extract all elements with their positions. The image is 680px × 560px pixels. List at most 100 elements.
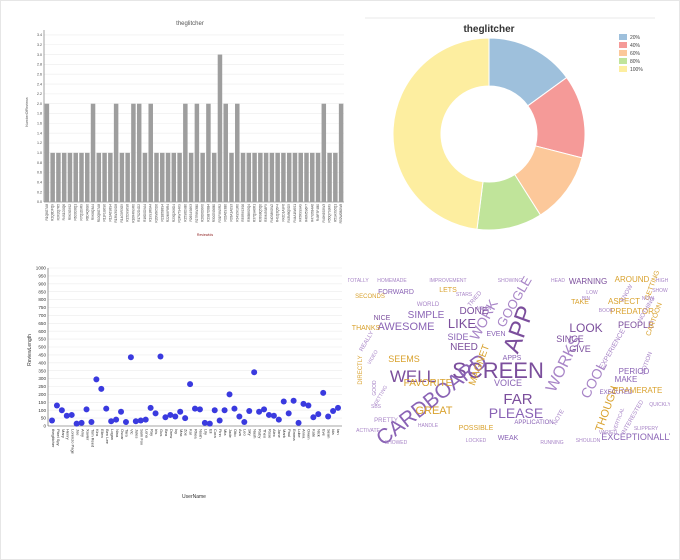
- word-cloud-word: EXECUTED: [600, 390, 633, 396]
- scatter-x-tick-label: Jules: [135, 429, 140, 438]
- scatter-y-tick-label: 850: [38, 289, 46, 294]
- word-cloud-word: POSSIBLE: [459, 425, 494, 432]
- scatter-point: [98, 385, 105, 392]
- scatter-x-tick-label: Ruby: [257, 429, 262, 438]
- word-cloud-word: HOMEMADE: [377, 278, 407, 284]
- bar-x-tick-label: R10Q8G7A8: [97, 204, 101, 222]
- scatter-y-tick-label: 800: [38, 297, 46, 302]
- scatter-x-tick-label: Ava: [238, 429, 243, 437]
- legend-label: 40%: [630, 43, 641, 49]
- bar: [119, 152, 125, 202]
- word-cloud-word: LIKE: [448, 316, 477, 331]
- bar-y-tick-label: 0.8: [37, 161, 42, 165]
- scatter-point: [330, 407, 337, 414]
- scatter-x-tick-label: Joe: [76, 429, 81, 436]
- bar-chart-y-label: NumberOfReviews: [25, 97, 29, 127]
- bar-y-tick-label: 2.8: [37, 63, 42, 67]
- word-cloud-word: SCREEN: [452, 358, 544, 383]
- bar-x-tick-label: R2Q8DFQ9: [51, 204, 55, 221]
- scatter-x-tick-label: Mark: [282, 429, 287, 438]
- scatter-x-tick-label: Ian: [336, 429, 341, 435]
- legend-swatch: [619, 34, 627, 40]
- scatter-point: [261, 406, 268, 413]
- bar: [183, 103, 188, 202]
- bar: [148, 103, 153, 202]
- word-cloud-word: WEAK: [498, 435, 519, 442]
- word-cloud-word: TAKE: [571, 299, 589, 306]
- scatter-point: [246, 407, 253, 414]
- scatter-x-tick-label: Nina: [115, 429, 120, 438]
- bar: [206, 103, 211, 202]
- bar: [310, 152, 315, 202]
- scatter-x-tick-label: Oscar: [120, 429, 125, 440]
- scatter-x-tick-label: Lily: [203, 429, 208, 435]
- bar-y-tick-label: 3.2: [37, 43, 42, 47]
- bar-x-tick-label: R32A6S3B0: [224, 204, 228, 222]
- scatter-x-tick-label: Pixel Spy: [56, 429, 61, 446]
- scatter-point: [216, 417, 223, 424]
- word-cloud-word: GREAT: [415, 405, 452, 417]
- scatter-x-tick-label: Bea: [164, 429, 169, 437]
- scatter-x-tick-label: Jane: [277, 429, 282, 438]
- bar: [263, 152, 269, 202]
- bar: [217, 54, 223, 203]
- word-cloud-word: QUICKLY: [649, 402, 670, 408]
- word-cloud-word: HIGH: [656, 278, 669, 284]
- scatter-point: [241, 419, 248, 426]
- scatter-point: [177, 408, 184, 415]
- bar: [154, 152, 159, 202]
- bar-y-tick-label: 2.2: [37, 92, 42, 96]
- bar: [102, 152, 107, 202]
- scatter-y-tick-label: 500: [38, 345, 46, 350]
- scatter-point: [265, 411, 272, 418]
- scatter-point: [290, 397, 297, 404]
- scatter-y-tick-label: 350: [38, 368, 46, 373]
- word-cloud-word: VOICE: [494, 378, 522, 388]
- bar-x-tick-label: R50Q7S9M9: [328, 204, 332, 223]
- bar: [108, 152, 113, 202]
- scatter-y-tick-label: 750: [38, 305, 46, 310]
- scatter-y-tick-label: 450: [38, 353, 46, 358]
- bar-x-tick-label: R33A1A0S3: [230, 204, 234, 222]
- word-cloud-word: VARIED: [599, 430, 618, 436]
- scatter-point: [226, 391, 233, 398]
- bar: [275, 152, 280, 202]
- bar: [85, 152, 90, 202]
- legend-label: 20%: [630, 35, 641, 41]
- scatter-point: [270, 412, 277, 419]
- bar: [160, 152, 165, 202]
- bar-x-tick-label: R49K6S5W3: [322, 204, 326, 223]
- scatter-x-tick-label: Lena: [144, 429, 149, 439]
- word-cloud-word: FAR: [503, 391, 532, 408]
- scatter-point: [221, 407, 228, 414]
- scatter-x-tick-label: Jade: [228, 429, 233, 438]
- scatter-x-tick-label: Finn: [218, 429, 223, 437]
- scatter-x-tick-label: Sam Fox: [139, 429, 144, 445]
- bar-x-tick-label: R35R9S3S6: [241, 204, 245, 222]
- scatter-point: [132, 418, 139, 425]
- word-cloud-word: SHOW: [652, 288, 668, 294]
- word-cloud-word: SHOWED: [385, 440, 408, 446]
- scatter-point: [127, 354, 134, 361]
- scatter-y-tick-label: 50: [41, 416, 47, 421]
- scatter-point: [335, 404, 341, 411]
- scatter-point: [137, 417, 144, 424]
- bar-x-tick-label: R3X2Q7R5: [56, 204, 60, 221]
- word-cloud-word: ACTIVATE: [356, 428, 380, 434]
- bar-chart-title: theglitcher: [176, 21, 204, 27]
- word-cloud: SCREENCARDBOARDAPPWELLWORKGOOGLEPLEASEGR…: [348, 270, 670, 450]
- word-cloud-word: VIDEO: [367, 349, 380, 366]
- scatter-point: [68, 411, 75, 418]
- bar: [194, 103, 200, 202]
- bar-x-tick-label: R25S8D9B0: [183, 204, 187, 222]
- bar-x-tick-label: R31F9W5R2: [218, 204, 222, 223]
- bar-chart: theglitcher 0.0 0.2 0.4 0.6 0.8 1.0 1.2 1.4 1.6 1…: [25, 21, 344, 237]
- bar-x-tick-label: R17S2D4D2: [137, 204, 141, 222]
- bar-x-tick-label: R46M5S6F7: [305, 204, 309, 222]
- bar: [50, 152, 55, 202]
- word-cloud-word: HEAD: [551, 278, 565, 284]
- bar: [142, 152, 148, 202]
- bar-x-tick-label: R43M8Q5D5: [287, 204, 291, 223]
- scatter-point: [93, 376, 100, 383]
- word-cloud-word: LOCKED: [466, 438, 487, 444]
